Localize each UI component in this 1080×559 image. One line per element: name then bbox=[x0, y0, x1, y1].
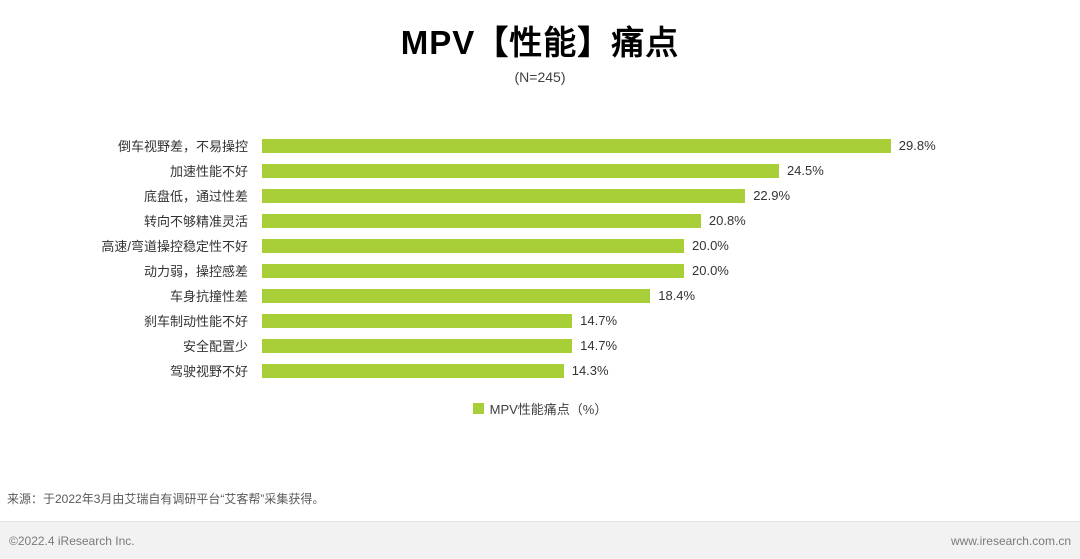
bar-track: 22.9% bbox=[262, 188, 1080, 203]
bar-row: 刹车制动性能不好 14.7% bbox=[0, 308, 1080, 333]
bar-track: 14.7% bbox=[262, 338, 1080, 353]
value-label: 18.4% bbox=[658, 288, 696, 303]
value-label: 14.3% bbox=[571, 363, 609, 378]
bar-track: 14.7% bbox=[262, 313, 1080, 328]
bar bbox=[262, 163, 779, 178]
value-label: 14.7% bbox=[580, 338, 618, 353]
source-note: 来源：于2022年3月由艾瑞自有调研平台“艾客帮”采集获得。 bbox=[7, 492, 325, 506]
category-label: 加速性能不好 bbox=[169, 164, 248, 179]
page-title: MPV【性能】痛点 bbox=[400, 24, 680, 61]
value-label: 22.9% bbox=[753, 188, 791, 203]
value-label: 20.0% bbox=[692, 263, 729, 278]
legend-swatch bbox=[472, 403, 484, 414]
bar-row: 驾驶视野不好 14.3% bbox=[0, 358, 1080, 383]
sample-size-note: (N=245) bbox=[514, 69, 566, 85]
value-label: 24.5% bbox=[786, 163, 824, 178]
chart-legend: MPV性能痛点（%） bbox=[0, 399, 1080, 418]
bar-row: 车身抗撞性差 18.4% bbox=[0, 283, 1080, 308]
category-label: 高速/弯道操控稳定性不好 bbox=[101, 239, 248, 254]
bar bbox=[262, 238, 684, 253]
bar bbox=[262, 213, 701, 228]
value-label: 20.0% bbox=[692, 238, 729, 253]
value-label: 20.8% bbox=[708, 213, 746, 228]
category-label: 驾驶视野不好 bbox=[169, 364, 248, 379]
bar bbox=[262, 313, 573, 328]
bar-track: 20.0% bbox=[262, 238, 1080, 253]
bar-track: 18.4% bbox=[262, 288, 1080, 303]
chart-header: MPV【性能】痛点 (N=245) bbox=[0, 0, 1080, 85]
bar bbox=[262, 138, 891, 153]
footer-url: www.iresearch.com.cn bbox=[950, 533, 1071, 548]
value-label: 14.7% bbox=[580, 313, 618, 328]
bar bbox=[262, 188, 746, 203]
bar-row: 安全配置少 14.7% bbox=[0, 333, 1080, 358]
category-label: 倒车视野差，不易操控 bbox=[117, 139, 248, 154]
bar-row: 转向不够精准灵活 20.8% bbox=[0, 208, 1080, 233]
bar bbox=[262, 263, 684, 278]
value-label: 29.8% bbox=[898, 138, 936, 153]
bar bbox=[262, 288, 651, 303]
bar-row: 加速性能不好 24.5% bbox=[0, 158, 1080, 183]
bar bbox=[262, 363, 564, 378]
category-label: 刹车制动性能不好 bbox=[143, 314, 248, 329]
category-label: 车身抗撞性差 bbox=[169, 289, 248, 304]
bar-row: 倒车视野差，不易操控 29.8% bbox=[0, 133, 1080, 158]
bar-track: 20.0% bbox=[262, 263, 1080, 278]
bar bbox=[262, 338, 573, 353]
bar-chart: 倒车视野差，不易操控 29.8% 加速性能不好 24.5% 底盘低，通过性差 22.9% 转… bbox=[0, 133, 1080, 418]
bar-row: 高速/弯道操控稳定性不好 20.0% bbox=[0, 233, 1080, 258]
legend-label: MPV性能痛点（%） bbox=[489, 402, 608, 417]
bar-row: 动力弱，操控感差 20.0% bbox=[0, 258, 1080, 283]
footer-copyright: ©2022.4 iResearch Inc. bbox=[9, 533, 135, 548]
category-label: 安全配置少 bbox=[182, 339, 248, 354]
bar-track: 29.8% bbox=[262, 138, 1080, 153]
bar-track: 24.5% bbox=[262, 163, 1080, 178]
footer-bar: ©2022.4 iResearch Inc. www.iresearch.com… bbox=[0, 521, 1080, 559]
category-label: 动力弱，操控感差 bbox=[143, 264, 248, 279]
bar-row: 底盘低，通过性差 22.9% bbox=[0, 183, 1080, 208]
category-label: 底盘低，通过性差 bbox=[143, 189, 248, 204]
bar-track: 14.3% bbox=[262, 363, 1080, 378]
bar-track: 20.8% bbox=[262, 213, 1080, 228]
category-label: 转向不够精准灵活 bbox=[143, 214, 248, 229]
bar-rows: 倒车视野差，不易操控 29.8% 加速性能不好 24.5% 底盘低，通过性差 22.9% 转… bbox=[0, 133, 1080, 383]
